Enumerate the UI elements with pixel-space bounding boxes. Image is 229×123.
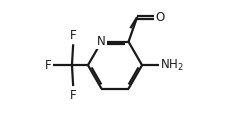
Text: F: F — [70, 89, 76, 102]
Text: F: F — [70, 29, 76, 42]
Text: N: N — [97, 35, 105, 48]
Text: O: O — [155, 11, 164, 24]
Text: F: F — [44, 59, 51, 72]
Text: NH$_2$: NH$_2$ — [159, 58, 183, 73]
